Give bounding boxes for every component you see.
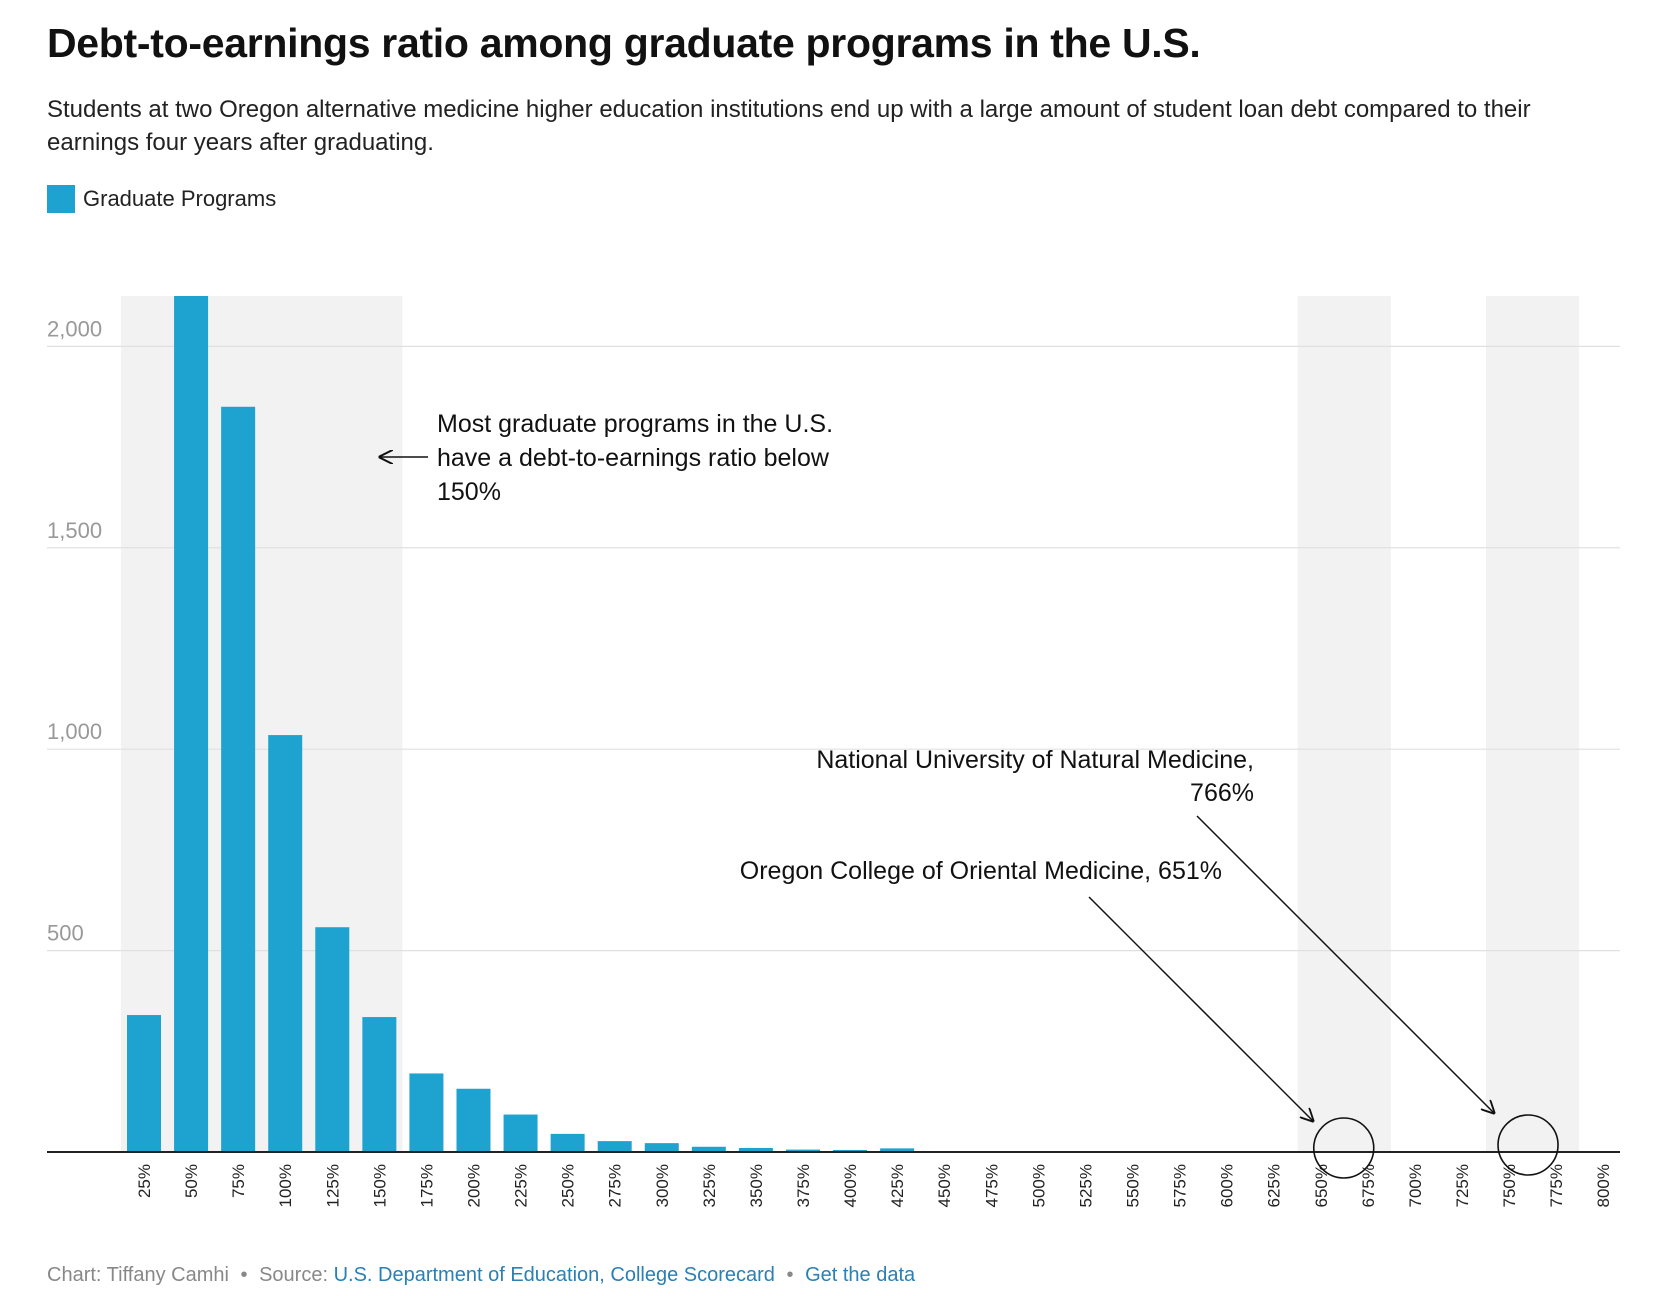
annotation-arrow-ococm	[1088, 896, 1313, 1121]
x-tick-label-575%: 575%	[1171, 1164, 1190, 1207]
x-tick-label-300%: 300%	[653, 1164, 672, 1207]
annotation-nunm-line-2: 766%	[1190, 779, 1254, 807]
bar-400%	[833, 1149, 868, 1152]
x-tick-label-275%: 275%	[606, 1164, 625, 1207]
x-tick-label-325%: 325%	[700, 1164, 719, 1207]
source-link[interactable]: U.S. Department of Education, College Sc…	[333, 1264, 775, 1286]
chart-footer: Chart: Tiffany Camhi • Source: U.S. Depa…	[47, 1264, 915, 1287]
bar-325%	[691, 1146, 726, 1152]
legend-label: Graduate Programs	[83, 186, 277, 211]
bar-275%	[597, 1141, 632, 1152]
bar-350%	[738, 1147, 773, 1152]
x-tick-label-350%: 350%	[747, 1164, 766, 1207]
x-tick-label-525%: 525%	[1076, 1164, 1095, 1207]
x-tick-label-150%: 150%	[370, 1164, 389, 1207]
annotation-most-programs-line-1: Most graduate programs in the U.S.	[437, 410, 833, 438]
y-tick-label-1500: 1,500	[47, 518, 102, 543]
y-tick-label-1000: 1,000	[47, 719, 102, 744]
circle-ococm	[1312, 1117, 1375, 1179]
highlight-band-1	[120, 296, 403, 1152]
bar-425%	[880, 1148, 915, 1152]
x-tick-label-700%: 700%	[1406, 1164, 1425, 1207]
x-tick-label-650%: 650%	[1312, 1164, 1331, 1207]
bar-175%	[409, 1073, 444, 1152]
footer-bullet-2: •	[786, 1264, 794, 1286]
source-label: Source:	[259, 1264, 329, 1286]
x-tick-label-800%: 800%	[1594, 1164, 1613, 1207]
y-tick-label-2000: 2,000	[47, 316, 102, 341]
x-tick-label-425%: 425%	[888, 1164, 907, 1207]
x-tick-label-750%: 750%	[1500, 1164, 1519, 1207]
circle-nunm	[1497, 1114, 1559, 1176]
x-tick-label-175%: 175%	[417, 1164, 436, 1207]
x-tick-label-250%: 250%	[559, 1164, 578, 1207]
credit-text: Chart: Tiffany Camhi	[47, 1264, 229, 1286]
highlight-band-2	[1297, 296, 1391, 1152]
footer-bullet: •	[240, 1264, 248, 1286]
x-tick-label-550%: 550%	[1123, 1164, 1142, 1207]
x-tick-label-725%: 725%	[1453, 1164, 1472, 1207]
x-tick-label-775%: 775%	[1547, 1164, 1566, 1207]
x-tick-label-400%: 400%	[841, 1164, 860, 1207]
legend-swatch	[47, 185, 75, 213]
y-tick-label-500: 500	[47, 921, 84, 946]
x-tick-label-450%: 450%	[935, 1164, 954, 1207]
bar-25%	[127, 1015, 161, 1152]
bar-75%	[221, 406, 256, 1152]
bar-150%	[362, 1017, 397, 1152]
bar-200%	[456, 1088, 491, 1152]
x-tick-label-50%: 50%	[182, 1164, 201, 1198]
bar-50%	[174, 296, 209, 1152]
annotation-nunm-line-1: National University of Natural Medicine,	[816, 746, 1254, 774]
x-tick-label-25%: 25%	[135, 1164, 154, 1198]
annotation-arrow-nunm	[1196, 815, 1494, 1113]
get-data-link[interactable]: Get the data	[805, 1264, 916, 1286]
annotation-most-programs-line-3: 150%	[437, 478, 501, 506]
chart-legend: Graduate Programs	[47, 185, 276, 213]
x-tick-label-125%: 125%	[323, 1164, 342, 1207]
x-tick-label-375%: 375%	[794, 1164, 813, 1207]
x-tick-label-75%: 75%	[229, 1164, 248, 1198]
x-tick-label-600%: 600%	[1218, 1164, 1237, 1207]
highlight-band-3	[1485, 296, 1580, 1152]
x-tick-label-225%: 225%	[512, 1164, 531, 1207]
x-tick-label-100%: 100%	[276, 1164, 295, 1207]
bar-125%	[315, 927, 350, 1152]
chart-subtitle: Students at two Oregon alternative medic…	[47, 96, 1531, 156]
x-tick-label-625%: 625%	[1265, 1164, 1284, 1207]
annotation-most-programs-line-2: have a debt-to-earnings ratio below	[437, 444, 830, 472]
x-tick-label-475%: 475%	[982, 1164, 1001, 1207]
bar-100%	[268, 735, 303, 1152]
bar-375%	[785, 1149, 820, 1152]
chart-title: Debt-to-earnings ratio among graduate pr…	[47, 20, 1201, 66]
x-tick-label-675%: 675%	[1359, 1164, 1378, 1207]
bar-300%	[644, 1143, 679, 1152]
bar-250%	[550, 1133, 585, 1152]
annotation-ococm-line-1: Oregon College of Oriental Medicine, 651…	[740, 857, 1222, 885]
x-tick-label-500%: 500%	[1029, 1164, 1048, 1207]
bar-225%	[503, 1114, 538, 1152]
x-tick-label-200%: 200%	[464, 1164, 483, 1207]
